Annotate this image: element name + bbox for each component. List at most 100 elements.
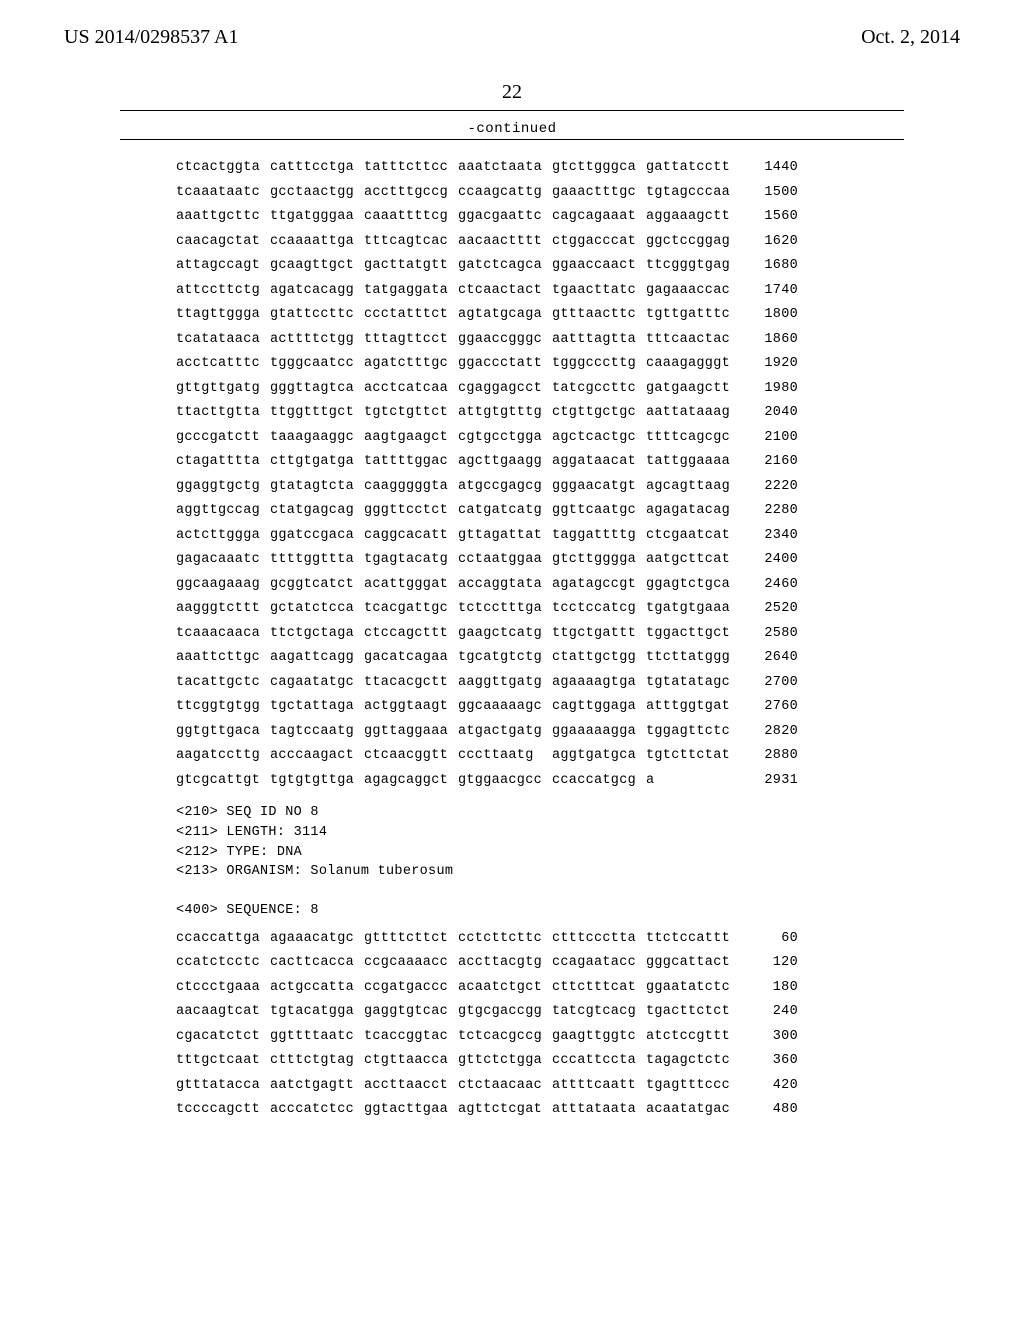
sequence-group: actggtaagt bbox=[364, 697, 458, 718]
sequence-group: agaaacatgc bbox=[270, 929, 364, 950]
sequence-group: gacttatgtt bbox=[364, 256, 458, 277]
sequence-group: catttcctga bbox=[270, 158, 364, 179]
sequence-line: tcaaataatcgcctaactggacctttgccgccaagcattg… bbox=[176, 183, 1024, 204]
continued-label: -continued bbox=[0, 121, 1024, 137]
sequence-group: aggttgccag bbox=[176, 501, 270, 522]
sequence-group: agcagttaag bbox=[646, 477, 740, 498]
sequence-group: tgggcccttg bbox=[552, 354, 646, 375]
sequence-position: 1920 bbox=[748, 354, 798, 375]
sequence-group: attccttctg bbox=[176, 281, 270, 302]
sequence-group: aaattcttgc bbox=[176, 648, 270, 669]
sequence-position: 2760 bbox=[748, 697, 798, 718]
sequence-group: attagccagt bbox=[176, 256, 270, 277]
sequence-position: 1620 bbox=[748, 232, 798, 253]
sequence-group: tgcatgtctg bbox=[458, 648, 552, 669]
sequence-position: 180 bbox=[748, 978, 798, 999]
sequence-group: ctcaacggtt bbox=[364, 746, 458, 767]
sequence-group: acaatctgct bbox=[458, 978, 552, 999]
sequence-position: 2220 bbox=[748, 477, 798, 498]
sequence-group: agagcaggct bbox=[364, 771, 458, 792]
sequence-group: taggattttg bbox=[552, 526, 646, 547]
sequence-group: tcaaacaaca bbox=[176, 624, 270, 645]
sequence-group: ggttaggaaa bbox=[364, 722, 458, 743]
sequence-group: gaagctcatg bbox=[458, 624, 552, 645]
sequence-group: ggtgttgaca bbox=[176, 722, 270, 743]
sequence-group: cttctttcat bbox=[552, 978, 646, 999]
sequence-group: cgtgcctgga bbox=[458, 428, 552, 449]
sequence-position: 2160 bbox=[748, 452, 798, 473]
sequence-line: aaattgcttcttgatgggaacaaattttcgggacgaattc… bbox=[176, 207, 1024, 228]
sequence-group: gaggtgtcac bbox=[364, 1002, 458, 1023]
sequence-group: tagtccaatg bbox=[270, 722, 364, 743]
sequence-group: gcctaactgg bbox=[270, 183, 364, 204]
sequence-group: gcccgatctt bbox=[176, 428, 270, 449]
sequence-group: gagaaaccac bbox=[646, 281, 740, 302]
page-header: US 2014/0298537 A1 Oct. 2, 2014 bbox=[0, 0, 1024, 49]
sequence-group: ctcgaatcat bbox=[646, 526, 740, 547]
sequence-line: aacaagtcattgtacatggagaggtgtcacgtgcgaccgg… bbox=[176, 1002, 1024, 1023]
sequence-group: tgggcaatcc bbox=[270, 354, 364, 375]
sequence-group: acattgggat bbox=[364, 575, 458, 596]
sequence-position: 2340 bbox=[748, 526, 798, 547]
sequence-group: acttttctgg bbox=[270, 330, 364, 351]
sequence-group: ttttcagcgc bbox=[646, 428, 740, 449]
sequence-line: attagccagtgcaagttgctgacttatgttgatctcagca… bbox=[176, 256, 1024, 277]
sequence-group: gttttcttct bbox=[364, 929, 458, 950]
sequence-group: agatagccgt bbox=[552, 575, 646, 596]
sequence-group: aaatctaata bbox=[458, 158, 552, 179]
sequence-line: ccaccattgaagaaacatgcgttttcttctcctcttcttc… bbox=[176, 929, 1024, 950]
sequence-group: cagcagaaat bbox=[552, 207, 646, 228]
sequence-group: tatcgtcacg bbox=[552, 1002, 646, 1023]
sequence-group: gggttcctct bbox=[364, 501, 458, 522]
sequence-group: accaggtata bbox=[458, 575, 552, 596]
sequence-line: aagatccttgacccaagactctcaacggttcccttaatga… bbox=[176, 746, 1024, 767]
sequence-group: gtatagtcta bbox=[270, 477, 364, 498]
sequence-line: gtttataccaaatctgagttaccttaacctctctaacaac… bbox=[176, 1076, 1024, 1097]
sequence-position: 240 bbox=[748, 1002, 798, 1023]
sequence-position: 120 bbox=[748, 953, 798, 974]
sequence-position: 300 bbox=[748, 1027, 798, 1048]
sequence-group: accttaacct bbox=[364, 1076, 458, 1097]
sequence-group: acccatctcc bbox=[270, 1100, 364, 1121]
sequence-group: cacttcacca bbox=[270, 953, 364, 974]
sequence-group: catgatcatg bbox=[458, 501, 552, 522]
sequence-group: tattggaaaa bbox=[646, 452, 740, 473]
sequence-group: gtcgcattgt bbox=[176, 771, 270, 792]
sequence-group: gtattccttc bbox=[270, 305, 364, 326]
sequence-group: tattttggac bbox=[364, 452, 458, 473]
sequence-group: gcggtcatct bbox=[270, 575, 364, 596]
sequence-group: actgccatta bbox=[270, 978, 364, 999]
sequence-group: tgctattaga bbox=[270, 697, 364, 718]
sequence-group: ttcgggtgag bbox=[646, 256, 740, 277]
sequence-group: ctatgagcag bbox=[270, 501, 364, 522]
sequence-group: ctcaactact bbox=[458, 281, 552, 302]
sequence-line: tacattgctccagaatatgcttacacgcttaaggttgatg… bbox=[176, 673, 1024, 694]
sequence-group: agttctcgat bbox=[458, 1100, 552, 1121]
sequence-line: ttacttgttattggtttgcttgtctgttctattgtgtttg… bbox=[176, 403, 1024, 424]
sequence-position: 1680 bbox=[748, 256, 798, 277]
sequence-group: aagtgaagct bbox=[364, 428, 458, 449]
sequence-group: caaagagggt bbox=[646, 354, 740, 375]
sequence-group: cttgtgatga bbox=[270, 452, 364, 473]
sequence-group: ctttctgtag bbox=[270, 1051, 364, 1072]
sequence-position: 1740 bbox=[748, 281, 798, 302]
sequence-group: ccctatttct bbox=[364, 305, 458, 326]
sequence-group: gattatcctt bbox=[646, 158, 740, 179]
sequence-position: 2520 bbox=[748, 599, 798, 620]
sequence-group: gtttatacca bbox=[176, 1076, 270, 1097]
sequence-line: tcatataacaacttttctggtttagttcctggaaccgggc… bbox=[176, 330, 1024, 351]
sequence-group: atttggtgat bbox=[646, 697, 740, 718]
sequence-line: tccccagcttacccatctccggtacttgaaagttctcgat… bbox=[176, 1100, 1024, 1121]
sequence-group: ggtacttgaa bbox=[364, 1100, 458, 1121]
sequence-group: caagggggta bbox=[364, 477, 458, 498]
page: US 2014/0298537 A1 Oct. 2, 2014 22 -cont… bbox=[0, 0, 1024, 1320]
sequence-group: tctcctttga bbox=[458, 599, 552, 620]
sequence-line: caacagctatccaaaattgatttcagtcacaacaactttt… bbox=[176, 232, 1024, 253]
sequence-group: aaggttgatg bbox=[458, 673, 552, 694]
sequence-group: atctccgttt bbox=[646, 1027, 740, 1048]
sequence-line: ggtgttgacatagtccaatgggttaggaaaatgactgatg… bbox=[176, 722, 1024, 743]
sequence-group: agtatgcaga bbox=[458, 305, 552, 326]
sequence-position: 2880 bbox=[748, 746, 798, 767]
sequence-group: ggaaccgggc bbox=[458, 330, 552, 351]
sequence-line: ggcaagaaaggcggtcatctacattgggataccaggtata… bbox=[176, 575, 1024, 596]
